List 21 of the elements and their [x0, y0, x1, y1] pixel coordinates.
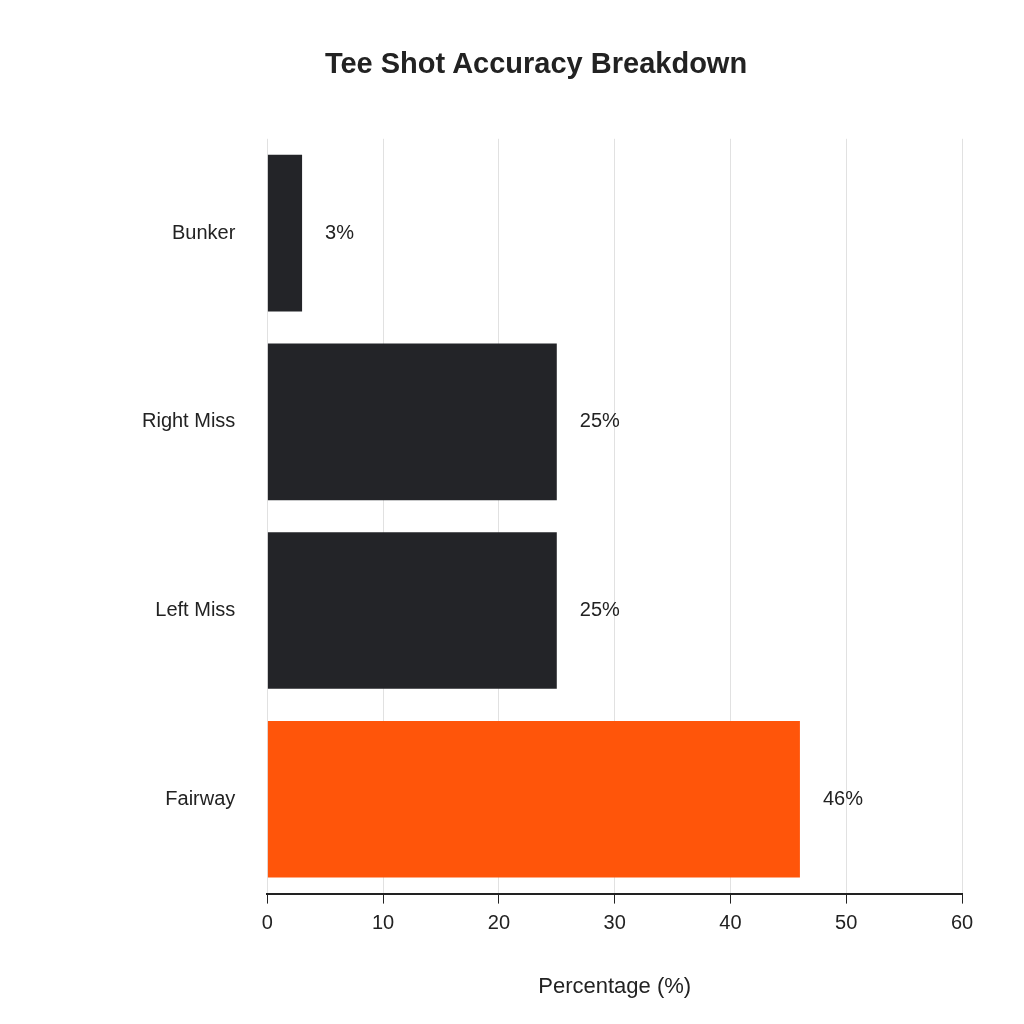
x-tick-label: 10	[372, 911, 395, 934]
x-axis-title: Percentage (%)	[538, 972, 692, 998]
y-tick-label: Right Miss	[141, 409, 236, 432]
y-tick-label: Left Miss	[155, 598, 236, 621]
data-label: 25%	[579, 598, 621, 621]
data-label: 46%	[822, 786, 864, 809]
bar	[267, 154, 303, 312]
y-tick-label: Fairway	[165, 786, 236, 809]
bar	[267, 343, 557, 501]
x-tick-label: 50	[835, 911, 858, 934]
data-label: 3%	[325, 220, 355, 243]
x-tick-label: 40	[719, 911, 742, 934]
chart-title: Tee Shot Accuracy Breakdown	[324, 47, 748, 80]
bar	[267, 532, 557, 689]
bar	[267, 720, 800, 878]
data-label: 25%	[579, 409, 621, 432]
x-tick-label: 0	[261, 911, 273, 934]
x-tick-label: 30	[603, 911, 626, 934]
y-tick-label: Bunker	[171, 220, 236, 243]
x-tick-label: 20	[487, 911, 511, 934]
x-tick-label: 60	[950, 911, 974, 934]
